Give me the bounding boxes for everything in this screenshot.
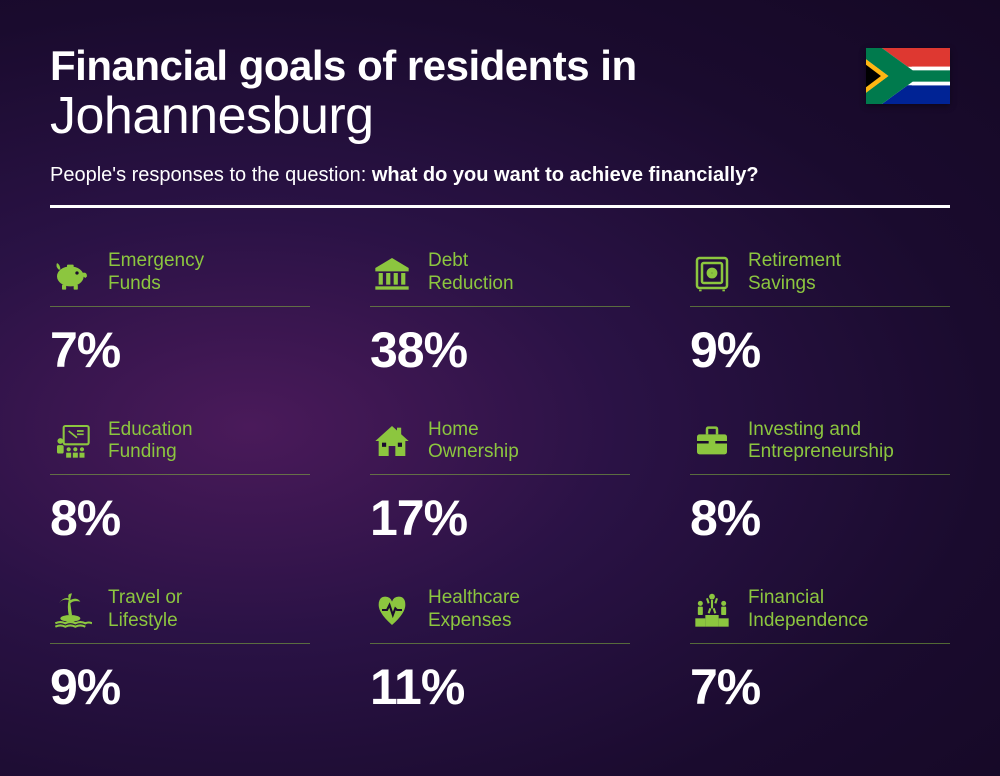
goal-percentage: 38% bbox=[370, 321, 630, 379]
goal-label: DebtReduction bbox=[428, 250, 514, 296]
subtitle-prefix: People's responses to the question: bbox=[50, 164, 372, 186]
goal-percentage: 7% bbox=[50, 321, 310, 379]
goal-label: HealthcareExpenses bbox=[428, 587, 520, 633]
goal-label: EmergencyFunds bbox=[108, 250, 204, 296]
goal-label: RetirementSavings bbox=[748, 250, 841, 296]
goal-label: HomeOwnership bbox=[428, 419, 519, 465]
goal-head: HealthcareExpenses bbox=[370, 587, 630, 644]
goal-head: RetirementSavings bbox=[690, 250, 950, 307]
goal-head: Investing andEntrepreneurship bbox=[690, 419, 950, 476]
heart-pulse-icon bbox=[370, 588, 414, 632]
title-city: Johannesburg bbox=[50, 86, 950, 146]
goal-item: HomeOwnership 17% bbox=[370, 419, 630, 548]
goal-head: Travel orLifestyle bbox=[50, 587, 310, 644]
goal-head: FinancialIndependence bbox=[690, 587, 950, 644]
goal-label: FinancialIndependence bbox=[748, 587, 868, 633]
goal-label: Travel orLifestyle bbox=[108, 587, 182, 633]
goal-head: EducationFunding bbox=[50, 419, 310, 476]
bank-icon bbox=[370, 251, 414, 295]
goal-head: DebtReduction bbox=[370, 250, 630, 307]
divider bbox=[50, 205, 950, 208]
goal-percentage: 9% bbox=[690, 321, 950, 379]
goal-label: EducationFunding bbox=[108, 419, 193, 465]
subtitle: People's responses to the question: what… bbox=[50, 164, 950, 187]
goal-percentage: 8% bbox=[690, 489, 950, 547]
goal-item: Investing andEntrepreneurship 8% bbox=[690, 419, 950, 548]
goal-percentage: 11% bbox=[370, 658, 630, 716]
goals-grid: EmergencyFunds 7% DebtReduction 38% Reti… bbox=[50, 250, 950, 716]
goal-percentage: 8% bbox=[50, 489, 310, 547]
goal-item: Travel orLifestyle 9% bbox=[50, 587, 310, 716]
goal-item: DebtReduction 38% bbox=[370, 250, 630, 379]
goal-percentage: 7% bbox=[690, 658, 950, 716]
podium-icon bbox=[690, 588, 734, 632]
header: Financial goals of residents in Johannes… bbox=[50, 42, 950, 208]
goal-percentage: 9% bbox=[50, 658, 310, 716]
goal-head: HomeOwnership bbox=[370, 419, 630, 476]
island-icon bbox=[50, 588, 94, 632]
subtitle-question: what do you want to achieve financially? bbox=[372, 164, 759, 186]
goal-head: EmergencyFunds bbox=[50, 250, 310, 307]
goal-item: FinancialIndependence 7% bbox=[690, 587, 950, 716]
goal-percentage: 17% bbox=[370, 489, 630, 547]
piggy-bank-icon bbox=[50, 251, 94, 295]
education-icon bbox=[50, 419, 94, 463]
goal-item: EducationFunding 8% bbox=[50, 419, 310, 548]
title-prefix: Financial goals of residents in bbox=[50, 42, 950, 90]
goal-item: HealthcareExpenses 11% bbox=[370, 587, 630, 716]
goal-label: Investing andEntrepreneurship bbox=[748, 419, 894, 465]
goal-item: RetirementSavings 9% bbox=[690, 250, 950, 379]
safe-icon bbox=[690, 251, 734, 295]
house-icon bbox=[370, 419, 414, 463]
goal-item: EmergencyFunds 7% bbox=[50, 250, 310, 379]
south-africa-flag-icon bbox=[866, 48, 950, 104]
briefcase-icon bbox=[690, 419, 734, 463]
